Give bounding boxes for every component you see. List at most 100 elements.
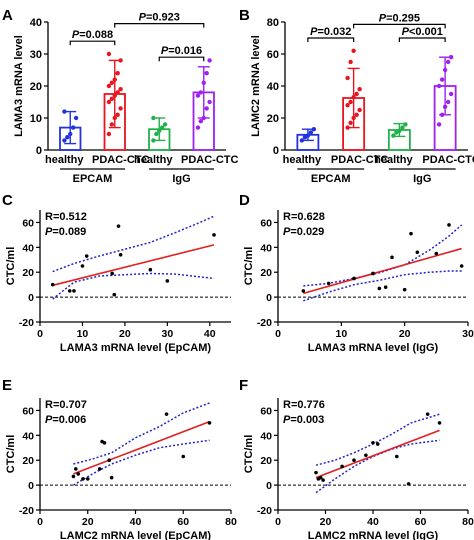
y-axis-title: CTC/ml: [243, 247, 255, 286]
data-point: [148, 267, 153, 272]
y-axis-title: CTC/ml: [5, 247, 17, 286]
y-tick-label: 20: [260, 455, 272, 467]
x-tick-label: 60: [415, 516, 427, 528]
panel-label: A: [2, 7, 13, 24]
data-point: [112, 292, 117, 297]
significance-bracket: [307, 37, 355, 42]
data-point: [110, 271, 114, 276]
y-tick-label: 10: [30, 113, 42, 125]
data-point: [85, 477, 90, 481]
ci-upper-line: [73, 402, 210, 465]
data-point: [50, 282, 55, 287]
x-tick-label: 80: [462, 516, 474, 528]
data-point: [321, 478, 325, 482]
data-point: [352, 276, 356, 281]
regression-line: [315, 429, 440, 479]
x-tick-label: 40: [367, 516, 379, 528]
data-point: [181, 454, 186, 459]
y-axis-title: LAMA3 mRNA level: [13, 35, 25, 137]
data-point: [442, 104, 448, 110]
data-point: [434, 251, 439, 256]
x-tick-label: 20: [399, 328, 411, 340]
data-point: [154, 131, 159, 137]
data-point: [406, 482, 411, 486]
data-point: [207, 99, 212, 105]
p-value-label: P=0.016: [161, 45, 202, 57]
data-point: [106, 51, 112, 57]
data-point: [354, 112, 359, 118]
y-tick-label: -20: [19, 505, 34, 517]
x-tick-label: healthy: [374, 154, 413, 166]
regression-line: [303, 247, 462, 295]
panel-label: E: [2, 377, 12, 394]
y-tick-label: 0: [273, 145, 279, 157]
data-point: [106, 83, 112, 89]
data-point: [364, 453, 368, 458]
panel-label: C: [2, 192, 13, 209]
data-point: [409, 231, 413, 236]
data-point: [391, 133, 396, 138]
p-value-label: P=0.029: [283, 226, 324, 238]
y-tick-label: -20: [19, 317, 34, 329]
data-point: [107, 458, 112, 463]
y-tick-label: 40: [260, 242, 272, 254]
p-value-label: P=0.003: [283, 414, 324, 426]
p-value-label: P=0.923: [139, 12, 180, 24]
x-tick-label: 60: [177, 516, 189, 528]
group-label: EPCAM: [73, 173, 113, 185]
r-value-label: R=0.512: [45, 211, 87, 223]
x-axis-title: LAMC2 mRNA level (EpCAM): [60, 530, 211, 540]
data-point: [67, 289, 72, 293]
data-point: [212, 233, 216, 237]
ci-upper-line: [315, 413, 440, 466]
p-value-label: P=0.006: [45, 414, 86, 426]
significance-bracket: [158, 56, 205, 62]
x-tick-label: healthy: [45, 154, 84, 166]
data-point: [394, 454, 399, 459]
data-point: [400, 125, 405, 130]
data-point: [62, 138, 67, 143]
x-tick-label: 20: [119, 328, 131, 340]
regression-line: [52, 244, 215, 287]
y-tick-label: 60: [267, 49, 279, 61]
data-point: [311, 127, 317, 132]
data-point: [201, 80, 206, 86]
data-point: [109, 475, 114, 480]
data-point: [375, 442, 380, 446]
group-label: EPCAM: [311, 173, 351, 185]
x-tick-label: healthy: [134, 154, 173, 166]
x-axis-title: LAMC2 mRNA level (IgG): [308, 530, 439, 540]
x-tick-label: PDAC-CTC: [181, 154, 238, 166]
data-point: [73, 115, 79, 121]
y-tick-label: -20: [257, 317, 272, 329]
data-point: [70, 125, 76, 130]
data-point: [195, 93, 201, 98]
data-point: [357, 107, 362, 113]
data-point: [352, 458, 356, 463]
x-tick-label: healthy: [283, 154, 322, 166]
data-point: [301, 289, 306, 293]
data-point: [340, 464, 344, 469]
data-point: [207, 421, 212, 425]
data-point: [445, 59, 451, 65]
data-point: [207, 58, 212, 63]
data-point: [314, 470, 318, 475]
r-value-label: R=0.707: [45, 399, 87, 411]
y-tick-label: 0: [28, 292, 34, 304]
data-point: [402, 287, 407, 292]
y-tick-label: 0: [28, 480, 34, 492]
ci-lower-line: [52, 272, 215, 300]
data-point: [415, 250, 420, 255]
y-tick-label: 60: [22, 405, 34, 417]
data-point: [112, 77, 117, 82]
data-point: [351, 95, 356, 100]
data-point: [436, 122, 442, 127]
data-point: [102, 441, 107, 445]
y-tick-label: 20: [267, 113, 279, 125]
p-value-label: P<0.001: [402, 26, 443, 38]
data-point: [371, 441, 375, 445]
